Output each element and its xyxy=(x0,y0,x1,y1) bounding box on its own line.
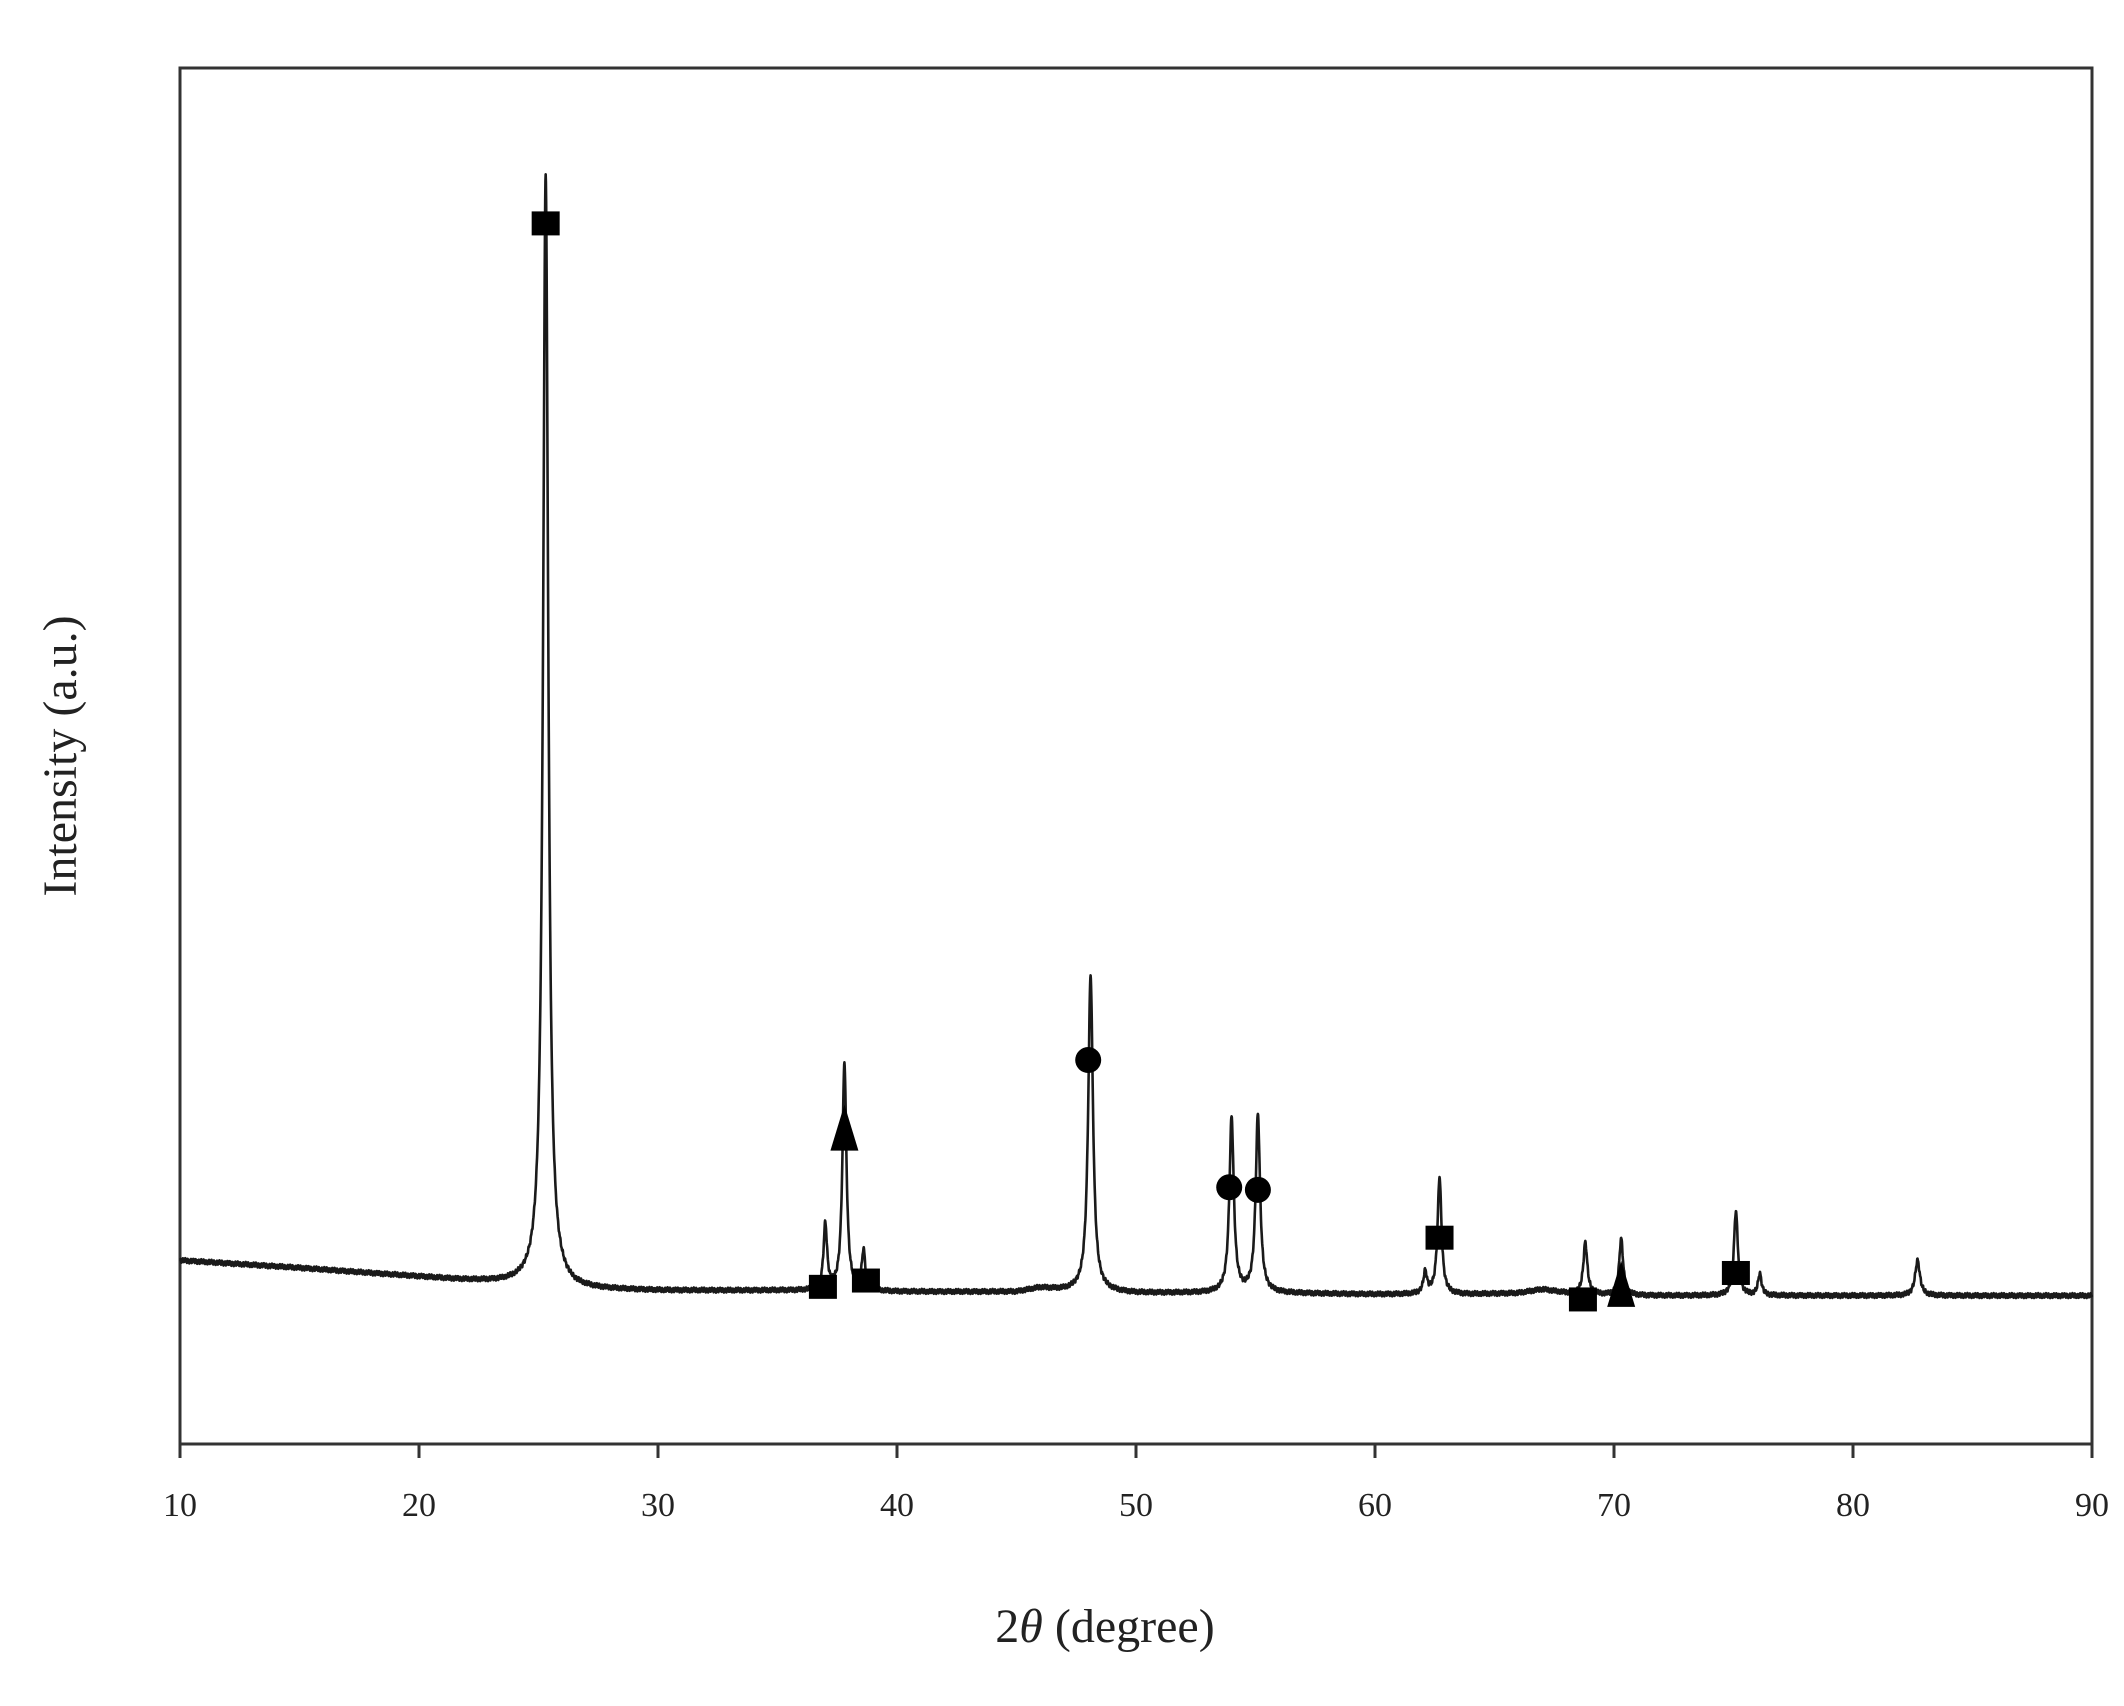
x-tick-label: 20 xyxy=(402,1487,436,1524)
phase-marker-square xyxy=(1568,1287,1597,1312)
x-tick-label: 90 xyxy=(2075,1487,2109,1524)
phase-marker-circle xyxy=(1244,1176,1271,1203)
x-ticks: 10 20 30 40 50 60 70 80 90 xyxy=(163,1444,2109,1524)
x-tick-label: 10 xyxy=(163,1487,197,1524)
x-axis-label-prefix: 2 xyxy=(995,1600,1019,1653)
y-axis-label: Intensity (a.u.) xyxy=(34,615,87,896)
series-layer xyxy=(178,172,2094,1300)
x-tick-label: 50 xyxy=(1119,1487,1153,1524)
x-axis-label: 2θ (degree) xyxy=(995,1600,1214,1653)
phase-marker-square xyxy=(531,211,560,236)
phase-marker-square xyxy=(1721,1260,1750,1285)
x-tick-label: 70 xyxy=(1597,1487,1631,1524)
phase-marker-square xyxy=(851,1268,880,1293)
xrd-pattern-line xyxy=(178,172,2094,1300)
phase-marker-circle xyxy=(1075,1047,1102,1074)
marker-layer xyxy=(531,211,1750,1312)
x-tick-label: 40 xyxy=(880,1487,914,1524)
phase-marker-triangle xyxy=(830,1104,859,1151)
phase-marker-triangle xyxy=(1607,1260,1636,1307)
x-tick-label: 80 xyxy=(1836,1487,1870,1524)
x-tick-label: 60 xyxy=(1358,1487,1392,1524)
x-tick-label: 30 xyxy=(641,1487,675,1524)
x-axis-label-symbol: θ xyxy=(1019,1600,1043,1653)
x-axis-label-unit: (degree) xyxy=(1043,1600,1215,1653)
phase-marker-circle xyxy=(1216,1174,1243,1201)
plot-frame xyxy=(178,66,2094,1446)
phase-marker-square xyxy=(1425,1225,1454,1250)
phase-marker-square xyxy=(808,1274,837,1299)
